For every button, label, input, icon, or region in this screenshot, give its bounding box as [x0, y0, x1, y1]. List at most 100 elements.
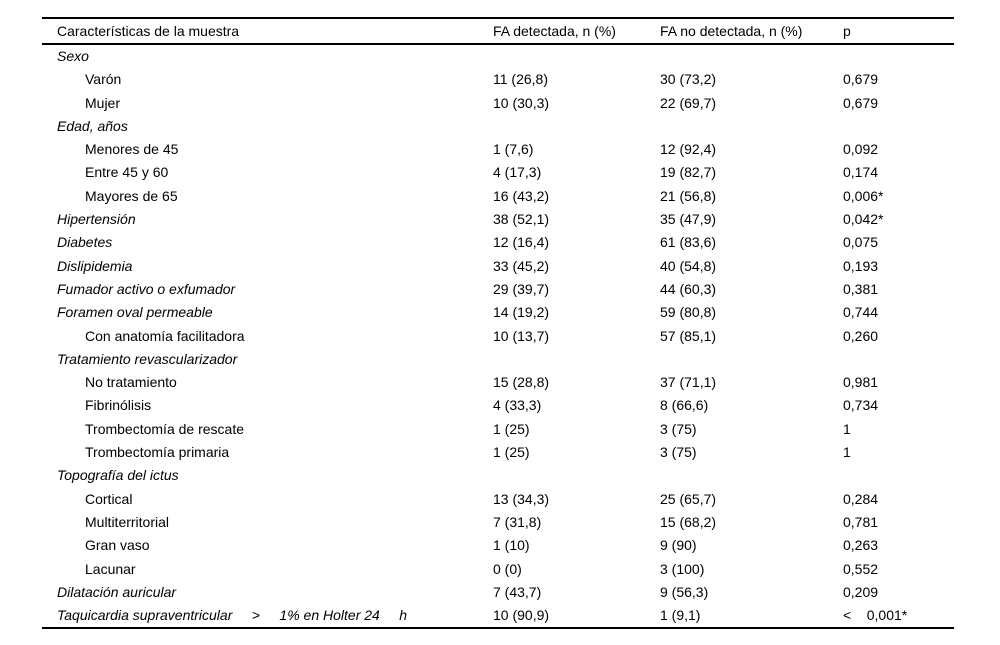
table-row: Diabetes 12 (16,4) 61 (83,6) 0,075 — [42, 231, 954, 254]
p-value-cell: 0,174 — [843, 164, 879, 181]
p-value-cell: 0,092 — [843, 141, 879, 158]
row-label-cell: Menores de 45 — [85, 141, 179, 158]
fa-detected-cell — [493, 115, 660, 138]
row-label-cell: Lacunar — [85, 560, 136, 577]
fa-not-detected-cell: 3 (75) — [660, 444, 697, 461]
p-value-cell: < 0,001* — [843, 604, 954, 630]
table-row: Mujer 10 (30,3) 22 (69,7) 0,679 — [42, 92, 954, 115]
table-row: Entre 45 y 60 4 (17,3) 19 (82,7) 0,174 — [42, 161, 954, 184]
fa-not-detected-cell: 21 (56,8) — [660, 187, 717, 204]
row-label-cell: Gran vaso — [85, 537, 150, 554]
paper-table-region: Características de la muestra FA detecta… — [42, 17, 954, 630]
fa-not-detected-cell: 37 (71,1) — [660, 374, 717, 391]
fa-not-detected-cell: 1 (9,1) — [660, 604, 843, 630]
fa-detected-cell: 7 (43,7) — [493, 583, 542, 600]
table-row: Trombectomía de rescate 1 (25) 3 (75) 1 — [42, 418, 954, 441]
fa-not-detected-cell: 59 (80,8) — [660, 304, 717, 321]
row-label-cell: Con anatomía facilitadora — [85, 327, 245, 344]
table-row: Hipertensión 38 (52,1) 35 (47,9) 0,042* — [42, 208, 954, 231]
table-row: Fumador activo o exfumador 29 (39,7) 44 (6… — [42, 278, 954, 301]
row-label-cell: Dilatación auricular — [57, 583, 177, 600]
p-value-cell: 0,734 — [843, 397, 879, 414]
fa-detected-cell — [493, 348, 660, 371]
row-label-cell: Mayores de 65 — [85, 187, 178, 204]
table-row: No tratamiento 15 (28,8) 37 (71,1) 0,981 — [42, 371, 954, 394]
sample-characteristics-table: Características de la muestra FA detecta… — [42, 17, 954, 630]
table-row: Topografía del ictus — [42, 464, 954, 487]
row-label-cell: Mujer — [85, 94, 121, 111]
p-value-cell: 0,679 — [843, 94, 879, 111]
p-value-cell: 0,284 — [843, 490, 879, 507]
p-value-cell: 0,679 — [843, 71, 879, 88]
fa-detected-cell: 4 (33,3) — [493, 397, 542, 414]
p-value-cell — [843, 115, 954, 138]
fa-detected-cell — [493, 44, 660, 68]
row-label-cell: Taquicardia supraventricular > 1% en Hol… — [42, 604, 493, 630]
fa-detected-cell: 11 (26,8) — [493, 71, 548, 88]
fa-detected-cell: 7 (31,8) — [493, 513, 542, 530]
fa-detected-cell: 13 (34,3) — [493, 490, 550, 507]
fa-detected-cell: 10 (13,7) — [493, 327, 550, 344]
row-label-cell: Entre 45 y 60 — [85, 164, 169, 181]
p-value-cell: 0,260 — [843, 327, 879, 344]
table-row: Tratamiento revascularizador — [42, 348, 954, 371]
table-row: Lacunar 0 (0) 3 (100) 0,552 — [42, 558, 954, 581]
p-value-cell — [843, 348, 954, 371]
header-row: Características de la muestra FA detecta… — [42, 17, 954, 45]
p-value-cell: 0,209 — [843, 583, 879, 600]
column-header-fa-not-detected: FA no detectada, n (%) — [660, 17, 843, 45]
fa-detected-cell: 10 (90,9) — [493, 604, 660, 630]
fa-detected-cell: 12 (16,4) — [493, 234, 550, 251]
fa-not-detected-cell: 44 (60,3) — [660, 280, 717, 297]
row-label-cell: Varón — [85, 71, 122, 88]
p-value-cell: 0,042* — [843, 211, 884, 228]
fa-not-detected-cell: 57 (85,1) — [660, 327, 717, 344]
p-value-cell — [843, 44, 954, 68]
fa-not-detected-cell: 3 (75) — [660, 420, 697, 437]
table-row: Cortical 13 (34,3) 25 (65,7) 0,284 — [42, 488, 954, 511]
fa-detected-cell: 1 (25) — [493, 420, 530, 437]
p-value-cell: 1 — [843, 420, 851, 437]
fa-detected-cell: 4 (17,3) — [493, 164, 542, 181]
p-value-cell: 0,981 — [843, 374, 879, 391]
table-row: Dilatación auricular 7 (43,7) 9 (56,3) 0,20… — [42, 581, 954, 604]
fa-not-detected-cell — [660, 44, 843, 68]
fa-not-detected-cell: 61 (83,6) — [660, 234, 717, 251]
fa-detected-cell: 10 (30,3) — [493, 94, 550, 111]
column-header-p-value: p — [843, 17, 954, 45]
p-value-cell: 0,193 — [843, 257, 879, 274]
fa-not-detected-cell: 30 (73,2) — [660, 71, 717, 88]
table-row: Varón 11 (26,8) 30 (73,2) 0,679 — [42, 68, 954, 91]
p-value-cell: 0,744 — [843, 304, 879, 321]
row-label-cell: Trombectomía de rescate — [85, 420, 244, 437]
row-label-cell: Hipertensión — [57, 211, 136, 228]
fa-not-detected-cell: 3 (100) — [660, 560, 705, 577]
fa-not-detected-cell: 12 (92,4) — [660, 141, 717, 158]
row-label-cell: Trombectomía primaria — [85, 444, 230, 461]
row-label-cell: No tratamiento — [85, 374, 177, 391]
fa-detected-cell: 15 (28,8) — [493, 374, 550, 391]
table-row: Mayores de 65 16 (43,2) 21 (56,8) 0,006* — [42, 185, 954, 208]
fa-detected-cell — [493, 464, 660, 487]
fa-detected-cell: 38 (52,1) — [493, 211, 550, 228]
table-row: Sexo — [42, 44, 954, 68]
fa-not-detected-cell — [660, 115, 843, 138]
fa-not-detected-cell — [660, 348, 843, 371]
row-label-cell: Topografía del ictus — [57, 467, 179, 484]
fa-not-detected-cell — [660, 464, 843, 487]
row-label-cell: Cortical — [85, 490, 133, 507]
fa-detected-cell: 29 (39,7) — [493, 280, 550, 297]
fa-not-detected-cell: 25 (65,7) — [660, 490, 717, 507]
p-value-cell: 1 — [843, 444, 851, 461]
row-label-cell: Fibrinólisis — [85, 397, 152, 414]
fa-detected-cell: 1 (25) — [493, 444, 530, 461]
row-label-cell: Diabetes — [57, 234, 113, 251]
fa-detected-cell: 1 (10) — [493, 537, 530, 554]
column-header-characteristics: Características de la muestra — [42, 17, 493, 45]
p-value-cell: 0,006* — [843, 187, 884, 204]
table-row: Multiterritorial 7 (31,8) 15 (68,2) 0,781 — [42, 511, 954, 534]
table-row: Edad, años — [42, 115, 954, 138]
fa-not-detected-cell: 35 (47,9) — [660, 211, 717, 228]
fa-not-detected-cell: 40 (54,8) — [660, 257, 717, 274]
table-row: Dislipidemia 33 (45,2) 40 (54,8) 0,193 — [42, 255, 954, 278]
